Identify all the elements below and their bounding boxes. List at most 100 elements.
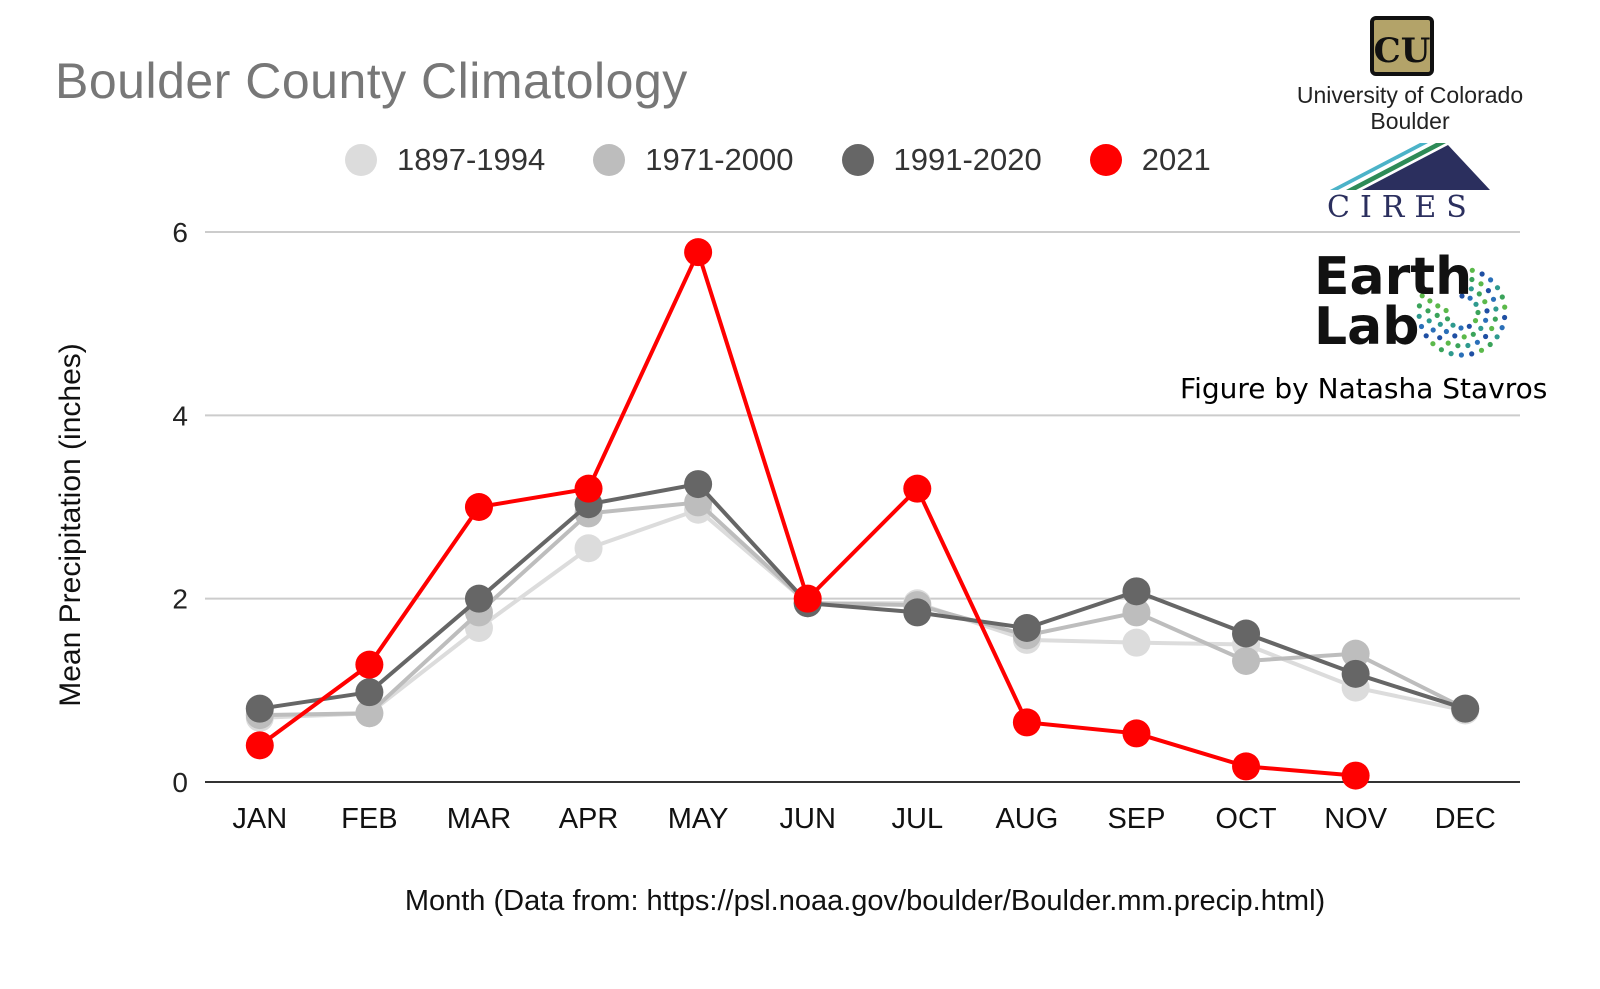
earth-lab-dot: [1494, 285, 1501, 291]
earth-lab-dot: [1493, 306, 1499, 312]
data-point: [1232, 752, 1261, 781]
data-point: [1012, 708, 1041, 737]
y-tick-label: 2: [172, 584, 188, 615]
earth-lab-dot: [1478, 325, 1484, 331]
data-point: [1122, 719, 1151, 748]
chart-title: Boulder County Climatology: [55, 53, 688, 109]
grid: [205, 231, 1520, 783]
earth-lab-dot: [1430, 341, 1436, 347]
x-tick-label: APR: [559, 803, 619, 835]
earth-lab-dot: [1482, 299, 1488, 305]
earth-lab-dot: [1443, 328, 1449, 335]
earth-lab-dot: [1448, 351, 1454, 357]
legend-label-1897-1994: 1897-1994: [397, 142, 546, 177]
earth-lab-dot: [1494, 334, 1500, 340]
earth-lab-dot: [1437, 335, 1443, 341]
earth-lab-dot: [1469, 276, 1475, 283]
x-tick-label: AUG: [995, 803, 1058, 835]
earth-lab-dot: [1470, 331, 1476, 337]
earth-lab-dot: [1445, 340, 1451, 346]
earth-lab-dot: [1438, 347, 1444, 353]
earth-lab-dot: [1489, 325, 1495, 332]
legend-item-2021: 2021: [1089, 142, 1211, 178]
earth-lab-dot: [1478, 281, 1484, 287]
legend-marker-1971-2000: [593, 144, 626, 176]
data-point: [1232, 619, 1261, 648]
earth-lab-dot: [1485, 288, 1491, 294]
legend-marker-1991-2020: [841, 144, 874, 176]
data-point: [574, 474, 603, 503]
y-axis-label: Mean Precipitation (inches): [54, 343, 87, 707]
legend: 1897-1994 1971-2000 1991-2020 2021: [345, 142, 1259, 178]
cu-sub: Boulder: [1370, 108, 1450, 134]
earth-lab-dot: [1465, 342, 1471, 349]
data-point: [245, 731, 274, 760]
data-point: [1451, 694, 1480, 723]
earth-lab-dot: [1487, 341, 1493, 348]
data-point: [1122, 598, 1151, 627]
cu-logo-mark: CU: [1370, 16, 1434, 76]
earth-lab-dot: [1416, 303, 1422, 309]
earth-lab-dot: [1483, 333, 1489, 340]
earth-lab-dot: [1492, 316, 1498, 322]
earth-lab-dots-icon: [1416, 266, 1508, 358]
legend-marker-2021: [1089, 144, 1122, 176]
x-tick-label: FEB: [341, 803, 397, 835]
earth-lab-dot: [1416, 313, 1422, 319]
earth-lab-dot: [1430, 327, 1436, 333]
cu-logo-text: University of Colorado Boulder: [1290, 82, 1530, 134]
earth-lab-dot: [1437, 321, 1443, 327]
series-layer: [245, 238, 1480, 790]
earth-lab-dot: [1476, 291, 1482, 297]
cu-mark-text: CU: [1374, 31, 1431, 71]
data-point: [464, 584, 493, 613]
earth-lab-dot: [1502, 314, 1508, 321]
cires-logo-mark: [1330, 143, 1490, 190]
earth-lab-dot: [1458, 325, 1464, 331]
legend-item-1971-2000: 1971-2000: [593, 142, 794, 178]
earth-lab-dot: [1479, 271, 1485, 277]
earth-lab-dot: [1427, 298, 1433, 304]
earth-lab-dot: [1419, 293, 1425, 299]
earth-lab-dot: [1444, 316, 1451, 322]
earth-lab-dot: [1478, 347, 1485, 353]
cires-logo-text: CIRES: [1327, 190, 1477, 225]
y-axis-ticks: 0 2 4 6: [172, 217, 188, 798]
earth-lab-dot: [1469, 267, 1475, 273]
earth-lab-dot: [1459, 293, 1465, 299]
earth-lab-dot: [1467, 295, 1473, 301]
series-line: [259, 500, 1467, 718]
x-tick-label: DEC: [1435, 803, 1496, 835]
data-point: [1122, 628, 1151, 657]
earth-lab-dot: [1450, 322, 1456, 328]
series-1897-1994: [245, 495, 1480, 732]
earth-lab-dot: [1483, 317, 1489, 323]
earth-lab-dot: [1502, 304, 1508, 310]
data-point: [1012, 614, 1041, 642]
earth-lab-dot: [1459, 284, 1465, 290]
data-point: [355, 650, 384, 679]
earth-lab-dot: [1423, 333, 1429, 339]
data-point: [684, 238, 713, 267]
earth-lab-dot: [1443, 307, 1449, 314]
earth-lab-line2: Lab: [1314, 297, 1420, 357]
x-axis-label: Month (Data from: https://psl.noaa.gov/b…: [405, 885, 1325, 917]
earth-lab-dot: [1425, 308, 1431, 314]
earth-lab-dot: [1435, 303, 1441, 309]
data-point: [464, 493, 493, 521]
data-point: [1341, 639, 1370, 668]
earth-lab-dot: [1418, 323, 1425, 330]
data-point: [1122, 577, 1151, 606]
earth-lab-dot: [1475, 309, 1481, 316]
legend-marker-1897-1994: [345, 144, 377, 176]
earth-lab-line1: Earth: [1314, 247, 1473, 307]
earth-lab-dot: [1455, 343, 1461, 349]
data-point: [903, 598, 932, 627]
data-point: [684, 470, 713, 499]
earth-lab-dot: [1459, 266, 1465, 272]
x-tick-label: OCT: [1215, 803, 1277, 835]
x-tick-label: JAN: [232, 803, 287, 835]
legend-item-1991-2020: 1991-2020: [841, 142, 1042, 178]
y-tick-label: 4: [172, 400, 188, 431]
earth-lab-dot: [1484, 308, 1490, 314]
